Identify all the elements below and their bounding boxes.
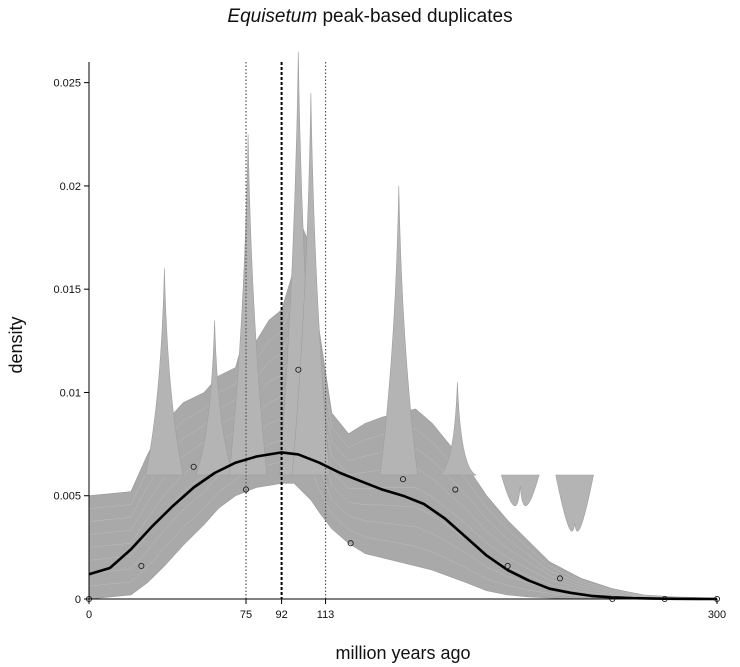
chart-title-rest: peak-based duplicates (317, 6, 513, 27)
histogram-point (504, 562, 511, 570)
x-tick-label: 0 (86, 609, 92, 621)
chart-title: Equisetum peak-based duplicates (0, 6, 740, 28)
y-tick-label: 0.015 (53, 284, 81, 296)
bootstrap-strand (88, 259, 718, 599)
bootstrap-spike (145, 268, 184, 476)
bootstrap-strand (88, 392, 718, 599)
histogram-point (138, 562, 145, 570)
bootstrap-spike (228, 134, 268, 476)
histogram-point (399, 476, 407, 483)
bootstrap-spikes-layer (145, 51, 594, 532)
y-tick-label: 0.01 (60, 387, 81, 399)
x-tick-label: 113 (317, 609, 335, 621)
bootstrap-spike (501, 474, 540, 507)
axes-layer: 0 0.005 0.01 0.015 0.02 0.025 0 75 92 113 300 (53, 62, 726, 621)
bootstrap-strand (88, 425, 718, 599)
bootstrap-strand (88, 292, 718, 599)
mean-curve-layer (88, 451, 718, 601)
bootstrap-spike (555, 474, 594, 532)
y-tick-label: 0.005 (53, 491, 81, 503)
histogram-point (242, 486, 250, 493)
bootstrap-strand (88, 456, 718, 600)
y-axis-label: density (6, 316, 26, 373)
mean-density-curve (88, 451, 718, 601)
bootstrap-strand (88, 325, 718, 599)
chart-title-genus: Equisetum (227, 6, 318, 27)
x-axis-label: million years ago (335, 643, 470, 663)
bootstrap-spike (291, 92, 331, 476)
vertical-lines-layer (245, 62, 327, 599)
y-tick-label: 0.02 (60, 181, 81, 193)
histogram-point (295, 366, 302, 373)
bootstrap-spike (438, 382, 477, 476)
bootstrap-strand (88, 358, 718, 599)
y-tick-label: 0.025 (53, 78, 81, 90)
x-tick-label: 75 (240, 609, 252, 621)
bootstrap-spike (195, 320, 234, 476)
y-tick-label: 0 (75, 594, 81, 606)
histogram-point (556, 575, 564, 582)
x-tick-label: 300 (708, 609, 726, 621)
bootstrap-spike (379, 185, 419, 476)
histogram-point (190, 463, 197, 470)
histogram-point (347, 540, 354, 547)
histogram-point (452, 486, 459, 493)
x-tick-label: 92 (275, 609, 287, 621)
